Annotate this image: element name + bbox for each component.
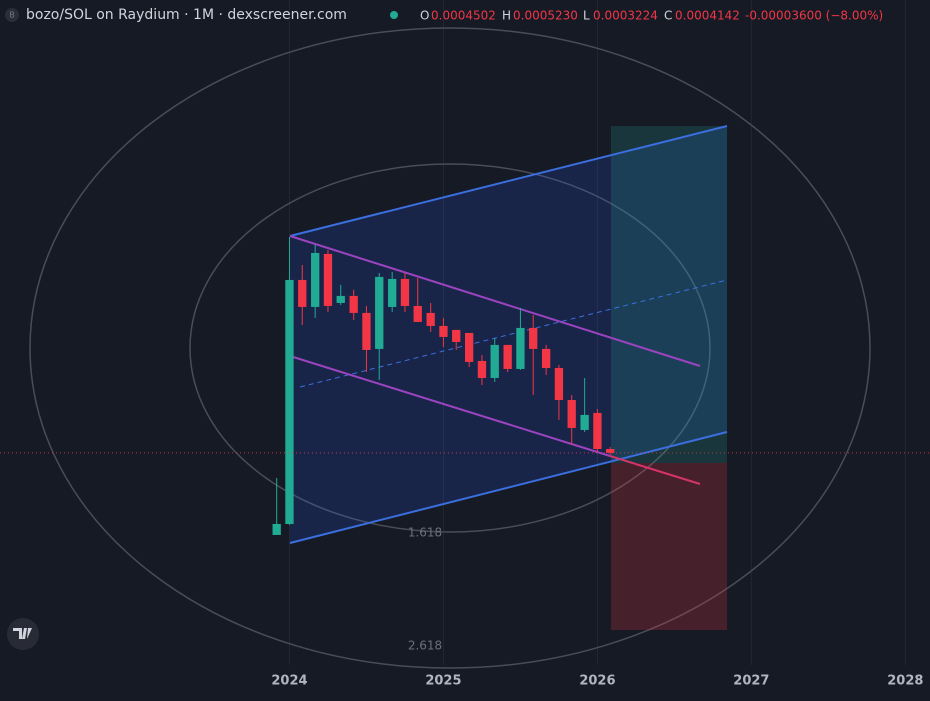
- ohlc-value: 0.0004142: [675, 9, 740, 23]
- position-loss: [611, 463, 727, 630]
- ohlc-value: 0.0005230: [513, 9, 578, 23]
- fib-label: 2.618: [408, 639, 442, 653]
- candle-body: [426, 312, 435, 326]
- candle-body: [541, 348, 551, 368]
- candle-body: [375, 276, 384, 349]
- candles: [272, 236, 615, 535]
- ohlc-change: -0.00003600 (−8.00%): [745, 9, 883, 23]
- candle-body: [311, 252, 320, 307]
- x-tick-label: 2024: [271, 674, 307, 689]
- candle-body: [400, 278, 410, 306]
- candle-body: [606, 448, 615, 453]
- fib-ellipse-inner: [189, 163, 711, 533]
- x-tick-label: 2028: [887, 674, 923, 689]
- x-tick-label: 2025: [425, 674, 461, 689]
- token-icon-letter: B: [9, 11, 15, 20]
- ohlc-label: O: [420, 9, 429, 23]
- candle-body: [388, 278, 397, 307]
- fib-label: 1.618: [408, 526, 442, 540]
- channel-fill: [290, 126, 727, 543]
- channel-bottom: [289, 431, 728, 544]
- status-dot: [390, 11, 398, 19]
- candle-body: [452, 329, 461, 342]
- x-tick-label: 2027: [733, 674, 769, 689]
- candle-body: [285, 279, 294, 524]
- candle-body: [439, 325, 448, 337]
- ohlc-label: C: [664, 9, 672, 23]
- candle-body: [554, 367, 564, 400]
- candle-body: [336, 295, 345, 303]
- trend-extension: [609, 455, 701, 485]
- channel-mid: [299, 279, 728, 388]
- candle-body: [349, 295, 358, 313]
- fib-ellipse-outer: [29, 27, 871, 669]
- candle-body: [465, 332, 474, 362]
- channel-top: [289, 125, 728, 237]
- candle-body: [529, 327, 538, 349]
- candle-body: [503, 344, 512, 369]
- ohlc-value: 0.0003224: [593, 9, 658, 23]
- candle-body: [323, 253, 333, 306]
- candle-body: [567, 399, 576, 428]
- candle-body: [490, 344, 499, 378]
- trend-lower: [289, 355, 611, 457]
- candle-body: [593, 412, 602, 449]
- candle-body: [298, 279, 307, 307]
- ohlc-value: 0.0004502: [431, 9, 496, 23]
- candle-body: [580, 414, 589, 430]
- candle-body: [413, 305, 422, 322]
- candle-body: [362, 312, 371, 350]
- logo-mark: [13, 628, 32, 639]
- x-tick-label: 2026: [579, 674, 615, 689]
- token-icon: [5, 8, 19, 22]
- ohlc-label: H: [502, 9, 511, 23]
- candle-body: [477, 360, 487, 378]
- ohlc-label: L: [583, 9, 590, 23]
- trend-upper: [289, 235, 701, 367]
- candle-body: [272, 523, 281, 535]
- chart-title: bozo/SOL on Raydium · 1M · dexscreener.c…: [26, 7, 347, 23]
- candle-body: [516, 327, 525, 369]
